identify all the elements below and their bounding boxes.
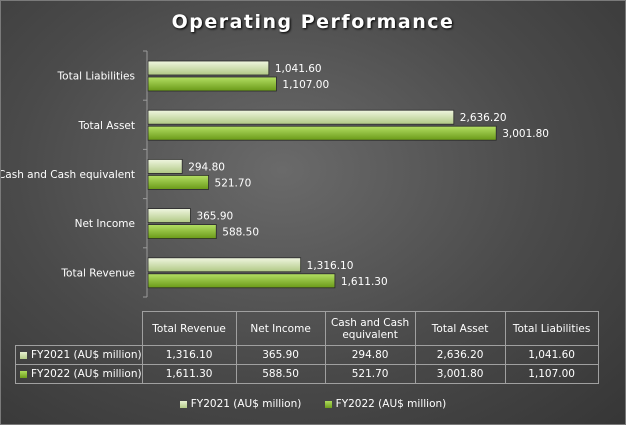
table-header-cell: Net Income [235,311,326,346]
data-table: Total Revenue Net Income Cash and Cash e… [15,311,599,384]
legend: FY2021 (AU$ million) FY2022 (AU$ million… [1,398,625,410]
bar-fy2022[interactable] [147,224,217,240]
table-header-cell: Total Asset [414,311,506,346]
plot-area: Total Revenue 1,316.10 1,611.30 Net Income 3… [1,50,549,298]
bar-fy2022[interactable] [147,76,277,92]
table-cell: 2,636.20 [414,345,506,365]
data-label: 2,636.20 [460,112,507,124]
bar-fy2021[interactable] [147,60,270,76]
table-cell: 588.50 [235,364,326,384]
category-label: Total Liabilities [57,71,135,83]
data-label: 1,316.10 [307,260,354,272]
table-cell: 294.80 [324,345,416,365]
chart-title: Operating Performance [171,11,455,33]
data-label: 588.50 [222,227,259,239]
bar-fy2021[interactable] [147,257,302,273]
fy2022-legend-swatch [324,400,332,408]
legend-label: FY2021 (AU$ million) [190,398,302,410]
data-label: 365.90 [196,211,233,223]
fy2021-legend-key [20,351,27,359]
data-label: 521.70 [215,177,252,189]
legend-label: FY2022 (AU$ million) [335,398,447,410]
bar-fy2022[interactable] [147,125,497,141]
table-row: FY2022 (AU$ million) 1,611.30 588.50 521… [15,364,599,384]
bar-fy2021[interactable] [147,158,183,174]
data-table-corner [15,311,143,346]
bar-fy2022[interactable] [147,273,336,289]
table-row-header: FY2021 (AU$ million) [15,345,143,365]
legend-item-fy2022[interactable]: FY2022 (AU$ million) [324,398,447,410]
fy2021-legend-swatch [179,400,187,408]
bar-fy2021[interactable] [147,109,455,125]
data-label: 3,001.80 [502,128,549,140]
table-row-header: FY2022 (AU$ million) [15,364,143,384]
table-cell: 1,107.00 [504,364,599,384]
table-header-cell: Total Revenue [141,311,237,346]
table-cell: 1,316.10 [141,345,237,365]
data-label: 294.80 [188,161,225,173]
data-label: 1,107.00 [282,79,329,91]
table-row-label: FY2021 (AU$ million) [31,349,142,361]
category-label: Net Income [75,218,135,230]
category-label: Total Revenue [60,267,135,279]
table-cell: 1,041.60 [504,345,599,365]
table-cell: 3,001.80 [414,364,506,384]
bar-fy2021[interactable] [147,208,191,224]
bar-fy2022[interactable] [147,174,209,190]
table-cell: 521.70 [324,364,416,384]
table-cell: 1,611.30 [141,364,237,384]
table-row-label: FY2022 (AU$ million) [31,368,142,380]
data-label: 1,041.60 [275,63,322,75]
category-label: Cash and Cash equivalent [1,169,135,181]
table-header-cell: Cash and Cash equivalent [324,311,416,346]
legend-item-fy2021[interactable]: FY2021 (AU$ million) [179,398,302,410]
table-cell: 365.90 [235,345,326,365]
category-label: Total Asset [77,120,135,132]
fy2022-legend-key [20,370,27,378]
table-header-cell: Total Liabilities [504,311,599,346]
data-table-header-row: Total Revenue Net Income Cash and Cash e… [15,311,599,346]
data-label: 1,611.30 [341,276,388,288]
table-row: FY2021 (AU$ million) 1,316.10 365.90 294… [15,345,599,365]
